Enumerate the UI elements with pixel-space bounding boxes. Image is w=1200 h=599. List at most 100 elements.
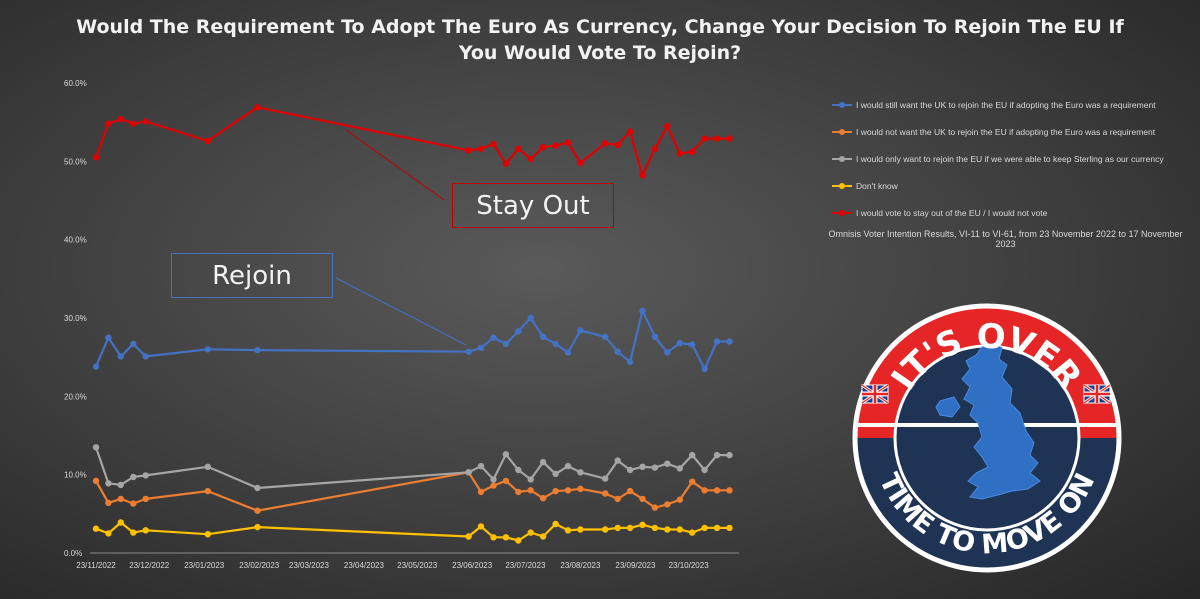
data-point-series-4 (664, 122, 671, 130)
data-point-series-3 (701, 524, 708, 532)
data-point-series-4 (564, 139, 572, 146)
data-point-series-3 (539, 533, 547, 540)
data-point-series-0 (130, 340, 137, 348)
data-point-series-3 (664, 526, 671, 533)
data-point-series-4 (515, 145, 522, 152)
data-point-series-3 (254, 523, 261, 531)
legend-swatch-yellow (832, 182, 852, 189)
uk-map-icon (961, 342, 1041, 500)
data-point-series-0 (701, 365, 708, 373)
callout-stay-out: Stay Out (452, 183, 614, 228)
data-point-series-1 (105, 499, 112, 507)
data-point-series-3 (465, 533, 472, 540)
data-point-series-2 (527, 476, 534, 483)
data-point-series-1 (552, 487, 559, 495)
data-point-series-1 (254, 507, 261, 514)
data-point-series-0 (142, 353, 149, 360)
x-tick-label: 23/11/2022 (76, 561, 116, 570)
data-point-series-3 (577, 526, 584, 533)
data-point-series-4 (527, 155, 534, 163)
data-point-series-2 (564, 462, 572, 470)
data-point-series-1 (527, 487, 534, 494)
data-point-series-1 (142, 495, 149, 503)
data-point-series-2 (577, 469, 584, 476)
data-point-series-2 (105, 480, 112, 487)
data-point-series-0 (552, 340, 559, 348)
y-tick-label: 50.0% (64, 157, 87, 166)
data-point-series-3 (614, 524, 621, 532)
chart-title-line-1: Would The Requirement To Adopt The Euro … (76, 16, 1124, 38)
its-over-badge: IT'S OVER TIME TO MOVE ON (852, 303, 1122, 573)
data-point-series-4 (614, 141, 621, 149)
data-point-series-4 (142, 118, 149, 125)
data-point-series-0 (689, 341, 696, 348)
data-point-series-4 (477, 145, 485, 152)
data-point-series-0 (651, 333, 659, 340)
data-point-series-0 (602, 333, 609, 340)
data-point-series-3 (552, 520, 559, 528)
data-point-series-1 (477, 488, 485, 496)
data-point-series-1 (602, 490, 609, 497)
data-point-series-1 (726, 487, 733, 494)
y-tick-label: 10.0% (64, 471, 87, 480)
data-point-series-2 (539, 458, 547, 466)
data-point-series-0 (92, 363, 100, 370)
data-point-series-4 (651, 145, 659, 152)
chart-title: Would The Requirement To Adopt The Euro … (60, 14, 1140, 66)
data-point-series-1 (539, 495, 547, 502)
data-point-series-2 (502, 451, 510, 458)
data-point-series-1 (639, 495, 646, 503)
legend-item-rejoin-with-euro: I would still want the UK to rejoin the … (832, 91, 1192, 118)
data-point-series-2 (639, 463, 646, 470)
data-point-series-4 (490, 140, 497, 148)
data-point-series-3 (726, 524, 733, 532)
data-point-series-4 (701, 135, 708, 142)
data-point-series-0 (639, 307, 646, 315)
data-point-series-1 (490, 482, 497, 489)
data-point-series-3 (477, 523, 485, 530)
legend-label: I would only want to rejoin the EU if we… (856, 153, 1164, 164)
legend-label: I would not want the UK to rejoin the EU… (856, 126, 1156, 137)
data-point-series-3 (639, 521, 646, 528)
legend-item-stay-out: I would vote to stay out of the EU / I w… (832, 199, 1192, 226)
legend-label: Don't know (856, 180, 898, 191)
data-point-series-0 (502, 340, 510, 348)
data-point-series-1 (664, 501, 671, 508)
data-point-series-0 (539, 333, 547, 340)
data-point-series-0 (204, 346, 211, 353)
legend-swatch-orange (832, 128, 852, 135)
y-tick-label: 0.0% (64, 549, 82, 558)
data-point-series-1 (515, 488, 522, 496)
data-point-series-2 (142, 472, 149, 479)
data-point-series-2 (254, 484, 261, 492)
data-point-series-2 (701, 466, 708, 474)
data-point-series-4 (105, 120, 112, 127)
data-point-series-4 (726, 135, 733, 142)
data-point-series-2 (552, 470, 559, 478)
chart-title-line-2: You Would Vote To Rejoin? (458, 42, 742, 64)
data-point-series-3 (676, 526, 683, 533)
legend-swatch-red (832, 209, 852, 216)
data-point-series-2 (477, 462, 485, 470)
data-point-series-2 (465, 469, 472, 476)
data-point-series-0 (577, 327, 584, 334)
data-point-series-3 (527, 529, 534, 536)
x-tick-label: 23/04/2023 (344, 561, 385, 570)
legend-label: I would vote to stay out of the EU / I w… (856, 207, 1048, 218)
data-point-series-1 (713, 487, 721, 494)
data-point-series-4 (713, 135, 721, 142)
data-point-series-2 (713, 451, 721, 459)
legend-item-keep-sterling: I would only want to rejoin the EU if we… (832, 145, 1192, 172)
line-chart: 0.0% 10.0% 20.0% 30.0% 40.0% 50.0% 60.0% 23/11/… (64, 79, 739, 570)
union-flag-icon-left (861, 383, 889, 405)
data-point-series-0 (614, 348, 621, 355)
data-point-series-2 (130, 473, 137, 481)
data-point-series-3 (117, 519, 125, 526)
x-tick-label: 23/02/2023 (239, 561, 280, 570)
data-point-series-1 (577, 485, 584, 492)
series-line-2 (94, 446, 730, 490)
data-point-series-4 (465, 147, 472, 154)
data-point-series-0 (105, 334, 112, 341)
callout-rejoin: Rejoin (171, 253, 333, 298)
data-point-series-4 (539, 144, 547, 151)
